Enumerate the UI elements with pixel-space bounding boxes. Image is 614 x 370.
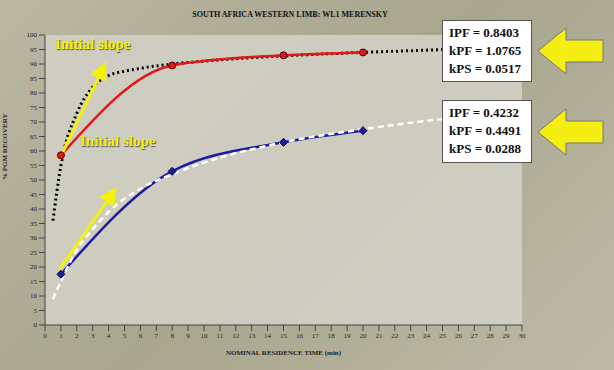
svg-text:18: 18 (328, 332, 336, 340)
svg-text:5: 5 (123, 332, 127, 340)
html-text:kPF = 1.0765: kPF = 1.0765 (449, 43, 522, 58)
svg-text:100: 100 (27, 31, 38, 39)
html-text:kPS = 0.0288: kPS = 0.0288 (449, 141, 522, 156)
svg-text:80: 80 (30, 89, 38, 97)
svg-text:60: 60 (30, 147, 38, 155)
svg-text:15: 15 (280, 332, 288, 340)
svg-text:27: 27 (471, 332, 479, 340)
svg-text:8: 8 (170, 332, 174, 340)
html-text:SOUTH AFRICA WESTERN LIMB: WL1: SOUTH AFRICA WESTERN LIMB: WL1 MERENSKY (192, 10, 388, 19)
html-text:Initial slope: Initial slope (55, 36, 131, 52)
svg-text:55: 55 (30, 162, 38, 170)
html-text:Initial slope: Initial slope (80, 133, 156, 149)
svg-text:25: 25 (439, 332, 447, 340)
html-text:IPF = 0.8403: IPF = 0.8403 (449, 25, 520, 40)
svg-text:85: 85 (30, 75, 38, 83)
svg-text:3: 3 (91, 332, 95, 340)
svg-text:11: 11 (217, 332, 224, 340)
svg-text:17: 17 (312, 332, 320, 340)
svg-text:25: 25 (30, 249, 38, 257)
svg-text:0: 0 (34, 321, 38, 329)
svg-text:19: 19 (344, 332, 352, 340)
svg-text:21: 21 (375, 332, 383, 340)
svg-text:4: 4 (107, 332, 111, 340)
svg-text:12: 12 (232, 332, 240, 340)
svg-text:75: 75 (30, 104, 38, 112)
svg-text:35: 35 (30, 220, 38, 228)
svg-text:10: 10 (30, 292, 38, 300)
svg-text:5: 5 (34, 307, 38, 315)
svg-text:45: 45 (30, 191, 38, 199)
svg-text:NOMINAL RESIDENCE TIME (min): NOMINAL RESIDENCE TIME (min) (226, 349, 342, 357)
svg-text:28: 28 (487, 332, 495, 340)
svg-text:13: 13 (248, 332, 256, 340)
svg-text:70: 70 (30, 118, 38, 126)
svg-text:20: 20 (360, 332, 368, 340)
html-text:kPS = 0.0517: kPS = 0.0517 (449, 61, 522, 76)
svg-text:9: 9 (186, 332, 190, 340)
svg-text:26: 26 (455, 332, 463, 340)
svg-text:23: 23 (407, 332, 415, 340)
svg-text:40: 40 (30, 205, 38, 213)
svg-text:29: 29 (503, 332, 511, 340)
svg-text:65: 65 (30, 133, 38, 141)
html-text:kPF = 0.4491: kPF = 0.4491 (449, 123, 522, 138)
svg-text:16: 16 (296, 332, 304, 340)
svg-text:22: 22 (391, 332, 399, 340)
svg-text:30: 30 (30, 234, 38, 242)
svg-text:15: 15 (30, 278, 38, 286)
svg-text:95: 95 (30, 46, 38, 54)
svg-text:6: 6 (139, 332, 143, 340)
svg-text:90: 90 (30, 60, 38, 68)
svg-text:30: 30 (519, 332, 527, 340)
svg-text:7: 7 (155, 332, 159, 340)
svg-text:14: 14 (264, 332, 272, 340)
svg-text:24: 24 (423, 332, 431, 340)
svg-text:% PGM RECOVERY: % PGM RECOVERY (8, 113, 9, 180)
svg-text:0: 0 (43, 332, 47, 340)
svg-text:20: 20 (30, 263, 38, 271)
svg-text:2: 2 (75, 332, 79, 340)
svg-text:1: 1 (59, 332, 63, 340)
svg-text:10: 10 (201, 332, 209, 340)
svg-text:50: 50 (30, 176, 38, 184)
html-text:IPF = 0.4232: IPF = 0.4232 (449, 105, 520, 120)
